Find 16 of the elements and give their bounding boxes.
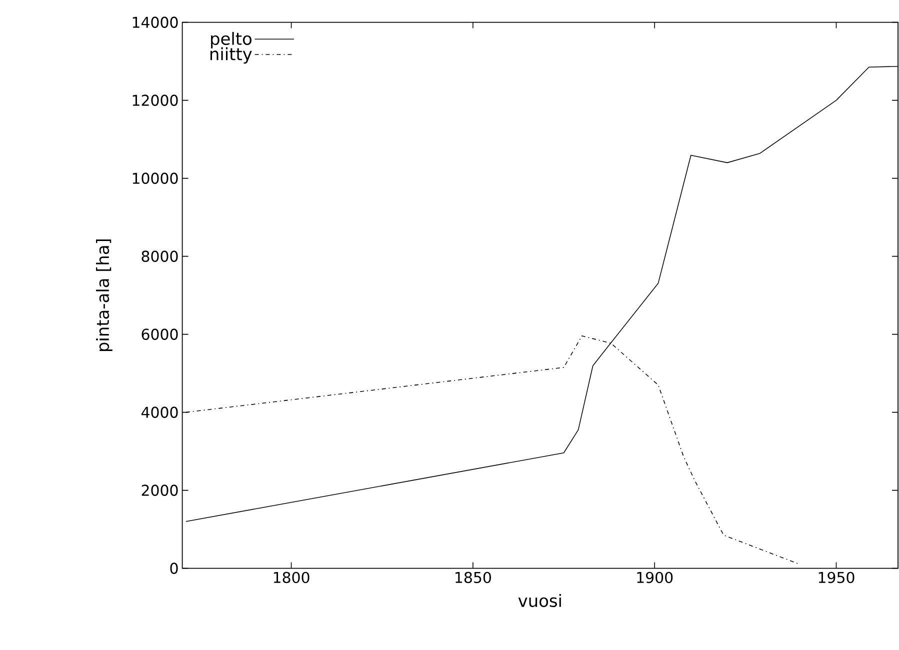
y-tick-label: 0 [170,562,178,574]
x-tick-label: 1800 [274,572,310,584]
legend-label: pelto [211,32,252,48]
y-tick-label: 12000 [132,94,178,106]
legend-label: niitty [210,47,252,64]
x-tick-label: 1900 [637,572,673,584]
y-tick-label: 2000 [142,484,178,496]
y-tick-label: 6000 [142,328,178,340]
y-tick-label: 8000 [142,250,178,262]
y-tick-label: 4000 [141,406,178,418]
y-tick-label: 10000 [132,172,178,184]
x-tick-label: 1950 [818,572,854,584]
y-axis-title: pinta-ala [ha] [96,239,112,352]
x-axis-title: vuosi [518,594,561,608]
x-tick-label: 1850 [456,572,491,584]
y-tick-label: 14000 [132,16,178,28]
